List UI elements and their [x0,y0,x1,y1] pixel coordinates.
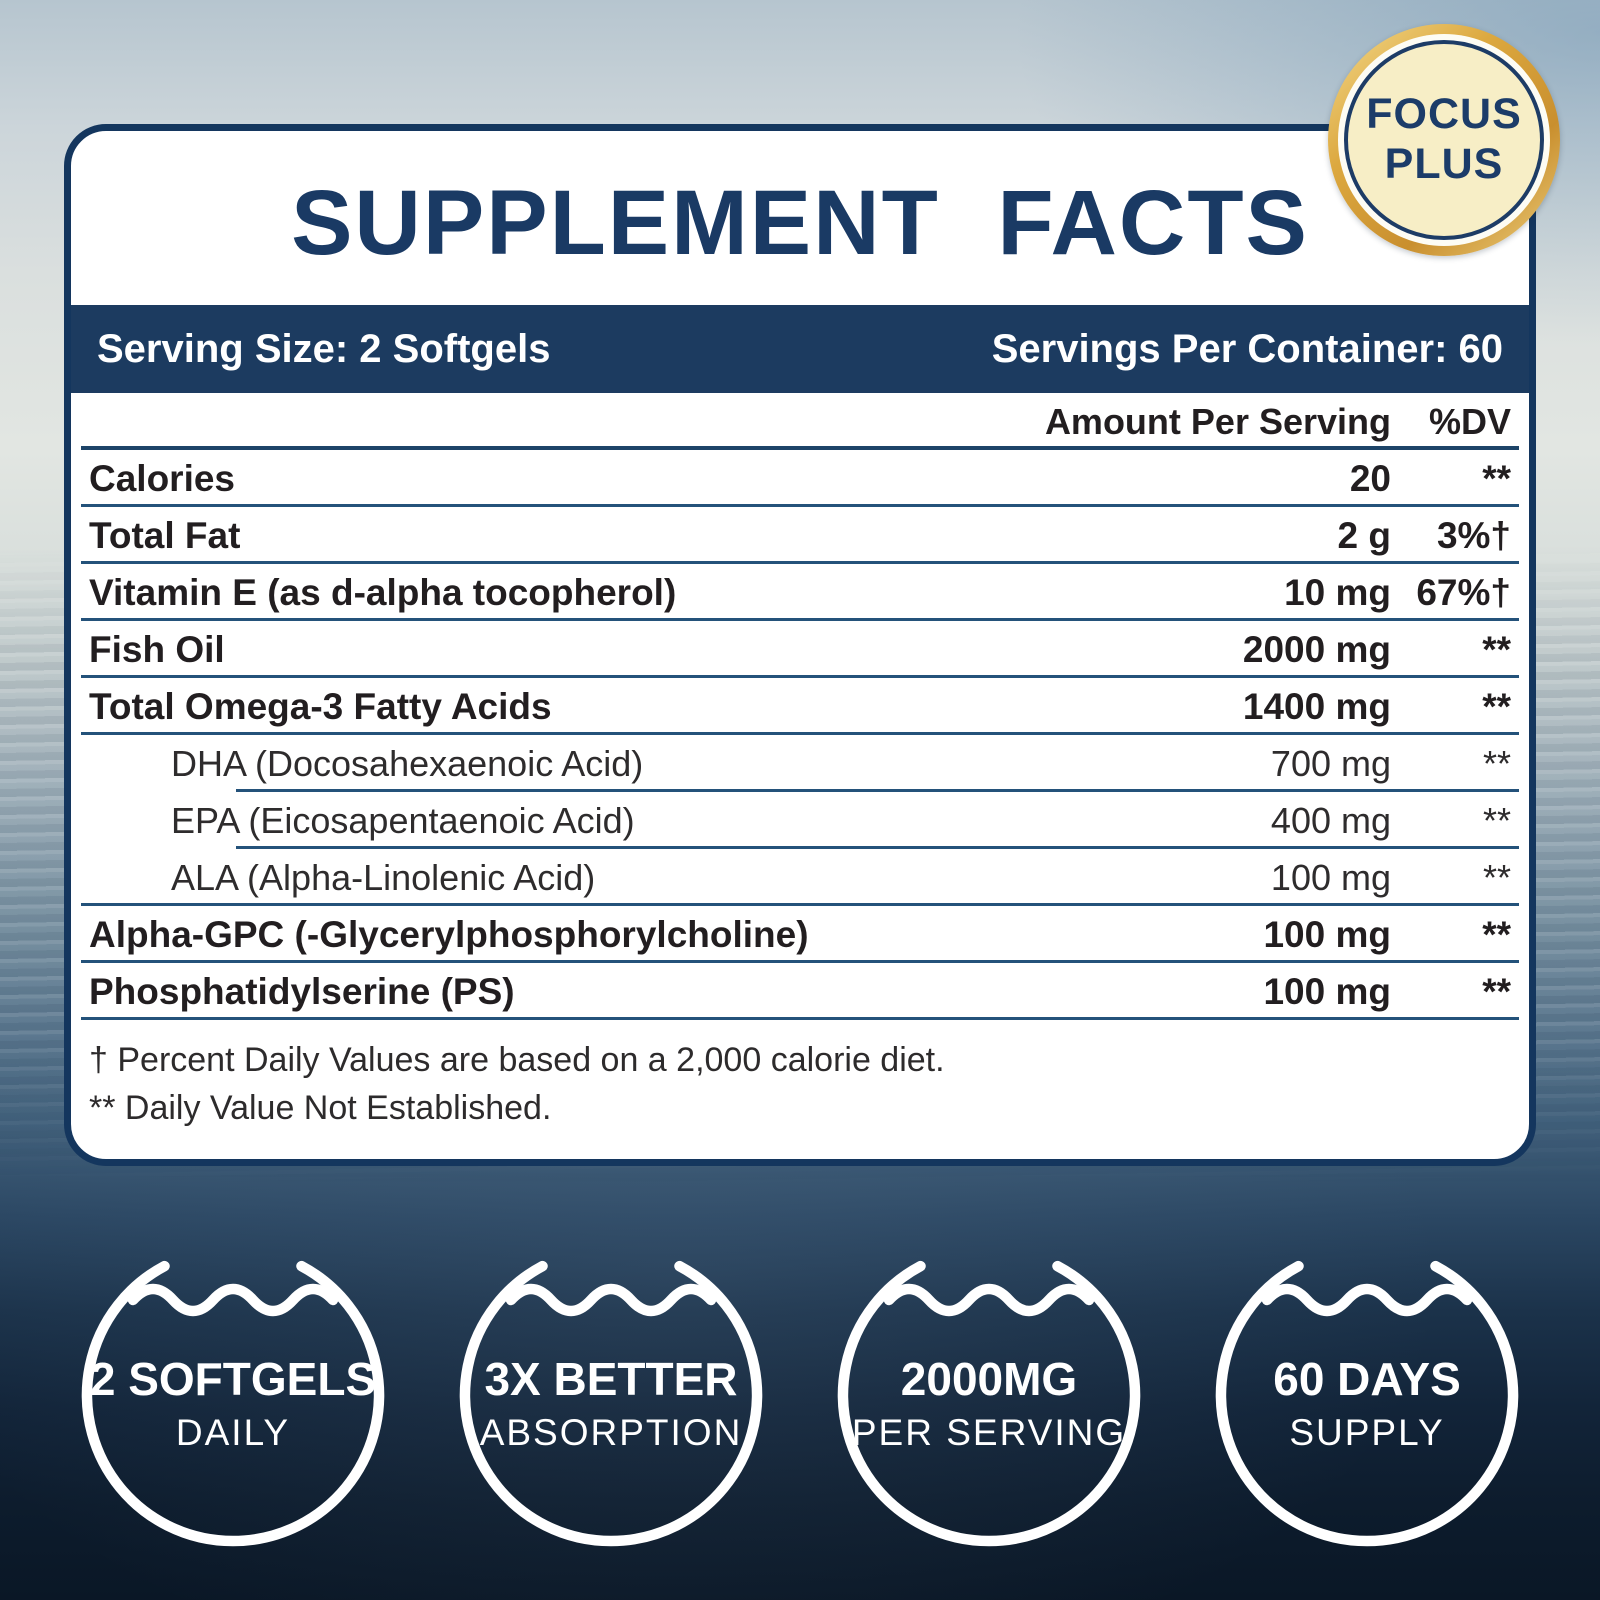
table-row-calories: Calories 20 ** [81,450,1519,507]
focus-plus-seal: FOCUS PLUS [1328,24,1560,256]
feature-line1: 60 DAYS [1273,1353,1461,1405]
amount-header: Amount Per Serving [1044,400,1391,442]
feature-line1: 3X BETTER [484,1353,738,1405]
table-row-ala: ALA (Alpha-Linolenic Acid) 100 mg ** [81,849,1519,906]
feature-line1: 2 SOFTGELS [89,1353,377,1405]
table-row-phosphatidylserine: Phosphatidylserine (PS) 100 mg ** [81,963,1519,1020]
divider [81,561,1519,564]
divider [81,446,1519,450]
feature-line1: 2000MG [900,1353,1078,1405]
feature-medallions: 2 SOFTGELS DAILY 3X BETTER ABSORPTION 20… [0,1240,1600,1552]
divider [236,789,1519,792]
table-row-vitamin-e: Vitamin E (as d-alpha tocopherol) 10 mg … [81,564,1519,621]
footnote-dv-not-established: ** Daily Value Not Established. [89,1089,552,1127]
table-row-total-fat: Total Fat 2 g 3%† [81,507,1519,564]
table-row-fish-oil: Fish Oil 2000 mg ** [81,621,1519,678]
serving-info-bar: Serving Size: 2 Softgels Servings Per Co… [71,305,1529,393]
seal-inner: FOCUS PLUS [1344,40,1544,240]
page-title: SUPPLEMENT FACTS [291,171,1309,274]
seal-line2: PLUS [1384,140,1504,188]
table-row-epa: EPA (Eicosapentaenoic Acid) 400 mg ** [81,792,1519,849]
table-header-row: Amount Per Serving %DV [81,393,1519,450]
feature-per-serving: 2000MG PER SERVING [834,1240,1144,1550]
footnotes: † Percent Daily Values are based on a 2,… [71,1020,1529,1132]
feature-line2: ABSORPTION [479,1412,743,1453]
serving-size-label: Serving Size: 2 Softgels [97,326,551,371]
table-row-omega3: Total Omega-3 Fatty Acids 1400 mg ** [81,678,1519,735]
feature-softgels: 2 SOFTGELS DAILY [78,1240,388,1550]
divider [81,675,1519,678]
divider [81,732,1519,735]
footnote-daily-values: † Percent Daily Values are based on a 2,… [89,1041,945,1079]
dv-header: %DV [1428,400,1511,442]
water-wave-circle-icon [81,1260,385,1547]
seal-line1: FOCUS [1366,90,1522,139]
supplement-facts-card: SUPPLEMENT FACTS Serving Size: 2 Softgel… [64,124,1536,1166]
feature-line2: SUPPLY [1289,1412,1445,1453]
divider [81,903,1519,906]
table-row-alpha-gpc: Alpha-GPC (-Glycerylphosphorylcholine) 1… [81,906,1519,963]
water-wave-circle-icon [459,1260,763,1547]
water-wave-circle-icon [1215,1260,1519,1547]
divider [81,504,1519,507]
divider [81,1017,1519,1020]
feature-absorption: 3X BETTER ABSORPTION [456,1240,766,1550]
divider [236,846,1519,849]
feature-line2: DAILY [175,1412,291,1453]
table-row-dha: DHA (Docosahexaenoic Acid) 700 mg ** [81,735,1519,792]
servings-per-container-label: Servings Per Container: 60 [991,326,1503,371]
feature-line2: PER SERVING [851,1412,1127,1453]
facts-table: Amount Per Serving %DV Calories 20 ** To… [71,393,1529,1020]
feature-supply: 60 DAYS SUPPLY [1212,1240,1522,1550]
water-wave-circle-icon [837,1260,1141,1547]
divider [81,618,1519,621]
divider [81,960,1519,963]
